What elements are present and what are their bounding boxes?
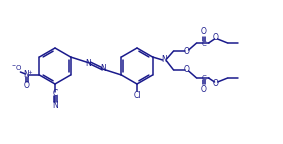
- Text: Cl: Cl: [133, 90, 141, 100]
- Text: O: O: [23, 82, 29, 90]
- Text: C: C: [52, 90, 58, 98]
- Text: O: O: [201, 85, 207, 93]
- Text: $^{-}$O: $^{-}$O: [11, 64, 22, 72]
- Text: N: N: [101, 64, 106, 73]
- Text: N: N: [52, 101, 58, 109]
- Text: N: N: [162, 55, 168, 65]
- Text: N: N: [23, 70, 29, 79]
- Text: O: O: [184, 47, 190, 55]
- Text: O: O: [213, 34, 218, 42]
- Text: C: C: [201, 74, 206, 80]
- Text: C: C: [201, 40, 206, 47]
- Text: O: O: [213, 78, 218, 88]
- Text: O: O: [184, 66, 190, 74]
- Text: O: O: [201, 28, 207, 36]
- Text: +: +: [27, 70, 32, 75]
- Text: N: N: [85, 59, 91, 68]
